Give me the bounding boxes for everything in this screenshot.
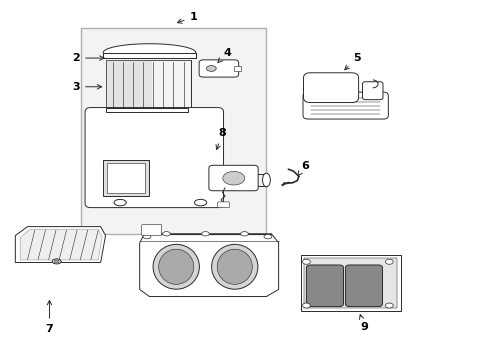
Bar [300, 255, 400, 311]
FancyBboxPatch shape [217, 202, 229, 208]
FancyBboxPatch shape [303, 73, 358, 103]
Ellipse shape [223, 171, 244, 185]
FancyBboxPatch shape [208, 165, 258, 191]
Bar [105, 60, 190, 110]
FancyBboxPatch shape [303, 92, 387, 119]
Ellipse shape [201, 231, 209, 236]
Ellipse shape [158, 249, 193, 284]
Ellipse shape [302, 303, 310, 308]
Polygon shape [140, 234, 278, 297]
Bar [107, 163, 145, 193]
Ellipse shape [264, 234, 271, 239]
Text: 5: 5 [344, 53, 360, 70]
FancyBboxPatch shape [142, 225, 161, 235]
Text: 9: 9 [359, 315, 367, 332]
Ellipse shape [385, 259, 392, 264]
FancyBboxPatch shape [345, 265, 382, 307]
Ellipse shape [114, 199, 126, 206]
Text: 6: 6 [297, 161, 309, 176]
Text: 8: 8 [216, 129, 226, 149]
Ellipse shape [262, 173, 270, 187]
Ellipse shape [54, 260, 59, 263]
FancyBboxPatch shape [306, 265, 343, 307]
Polygon shape [20, 229, 102, 260]
Bar [152, 60, 190, 110]
Ellipse shape [194, 199, 206, 206]
Bar [233, 66, 241, 71]
FancyBboxPatch shape [85, 108, 223, 208]
Bar [304, 258, 396, 308]
Ellipse shape [206, 66, 216, 71]
Ellipse shape [143, 234, 151, 239]
Bar [105, 108, 188, 112]
Bar [103, 160, 149, 196]
Text: 2: 2 [72, 53, 104, 63]
FancyBboxPatch shape [199, 60, 238, 77]
Text: 1: 1 [177, 12, 197, 23]
Ellipse shape [217, 249, 252, 284]
Ellipse shape [153, 244, 199, 289]
Ellipse shape [162, 231, 170, 236]
FancyBboxPatch shape [362, 82, 382, 100]
Text: 7: 7 [45, 300, 53, 334]
Ellipse shape [240, 231, 248, 236]
Text: 4: 4 [218, 48, 231, 63]
Bar [105, 60, 152, 110]
Polygon shape [15, 226, 105, 262]
Bar [81, 28, 266, 234]
Text: 3: 3 [72, 82, 102, 92]
Polygon shape [103, 53, 195, 58]
Ellipse shape [302, 259, 310, 264]
Ellipse shape [385, 303, 392, 308]
Ellipse shape [211, 244, 257, 289]
Ellipse shape [52, 259, 61, 264]
